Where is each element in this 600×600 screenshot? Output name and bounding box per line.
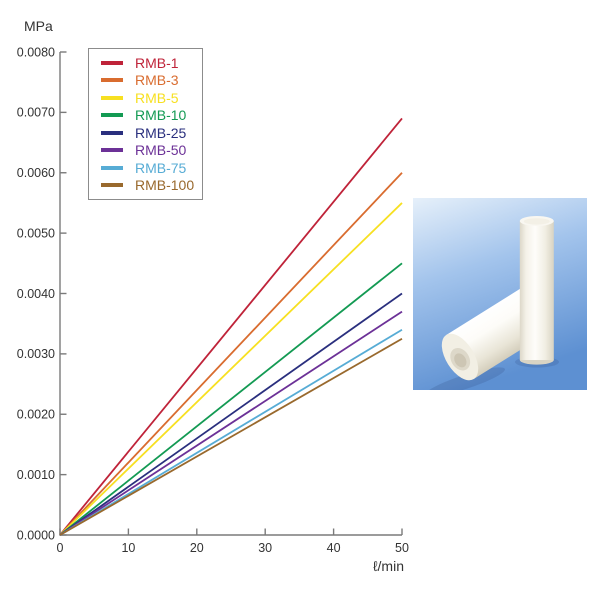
legend-swatch <box>101 60 123 65</box>
series-line-rmb-1 <box>59 117 403 536</box>
x-tick-label: 20 <box>190 541 204 555</box>
legend-label: RMB-5 <box>135 89 179 106</box>
legend-item-rmb-100: RMB-100 <box>101 178 198 193</box>
legend-swatch <box>101 165 123 170</box>
y-tick-label: 0.0010 <box>17 468 55 482</box>
legend-item-rmb-50: RMB-50 <box>101 143 198 158</box>
x-tick-label: 40 <box>327 541 341 555</box>
y-tick-label: 0.0000 <box>17 528 55 542</box>
legend-label: RMB-3 <box>135 72 179 89</box>
series-line-rmb-10 <box>59 262 403 536</box>
y-tick-label: 0.0070 <box>17 106 55 120</box>
series-line-rmb-3 <box>59 172 403 536</box>
x-tick-label: 30 <box>258 541 272 555</box>
series-line-rmb-100 <box>59 338 403 536</box>
legend-item-rmb-3: RMB-3 <box>101 73 198 88</box>
legend-label: RMB-50 <box>135 142 187 159</box>
series-line-rmb-50 <box>59 310 403 536</box>
legend-item-rmb-10: RMB-10 <box>101 108 198 123</box>
x-tick-label: 0 <box>57 541 64 555</box>
y-tick-label: 0.0050 <box>17 226 55 240</box>
y-tick-label: 0.0080 <box>17 45 55 59</box>
legend-label: RMB-75 <box>135 159 187 176</box>
series-line-rmb-5 <box>59 202 403 536</box>
legend-label: RMB-1 <box>135 54 179 71</box>
legend-swatch <box>101 130 123 135</box>
legend-item-rmb-5: RMB-5 <box>101 90 198 105</box>
legend-item-rmb-25: RMB-25 <box>101 125 198 140</box>
x-axis-unit-label: ℓ/min <box>373 558 404 574</box>
legend-item-rmb-1: RMB-1 <box>101 55 198 70</box>
legend-label: RMB-100 <box>135 177 195 194</box>
y-tick-label: 0.0030 <box>17 347 55 361</box>
series-line-rmb-75 <box>59 328 403 536</box>
y-tick-label: 0.0020 <box>17 408 55 422</box>
y-axis-unit-label: MPa <box>24 18 53 34</box>
filter-cartridge-standing <box>519 216 554 365</box>
x-tick-label: 50 <box>395 541 409 555</box>
legend-item-rmb-75: RMB-75 <box>101 160 198 175</box>
legend-swatch <box>101 113 123 118</box>
product-photo <box>413 198 587 390</box>
legend-swatch <box>101 78 123 83</box>
cartridge-shadow <box>424 367 506 390</box>
x-tick-label: 10 <box>121 541 135 555</box>
y-tick-label: 0.0040 <box>17 287 55 301</box>
legend-swatch <box>101 95 123 100</box>
chart-legend: RMB-1 RMB-3 RMB-5 RMB-10 RMB-25 RMB-50 RMB-75 R… <box>88 48 203 200</box>
legend-swatch <box>101 148 123 153</box>
y-tick-label: 0.0060 <box>17 166 55 180</box>
legend-label: RMB-10 <box>135 107 187 124</box>
legend-swatch <box>101 183 123 188</box>
series-line-rmb-25 <box>59 292 403 536</box>
legend-label: RMB-25 <box>135 124 187 141</box>
